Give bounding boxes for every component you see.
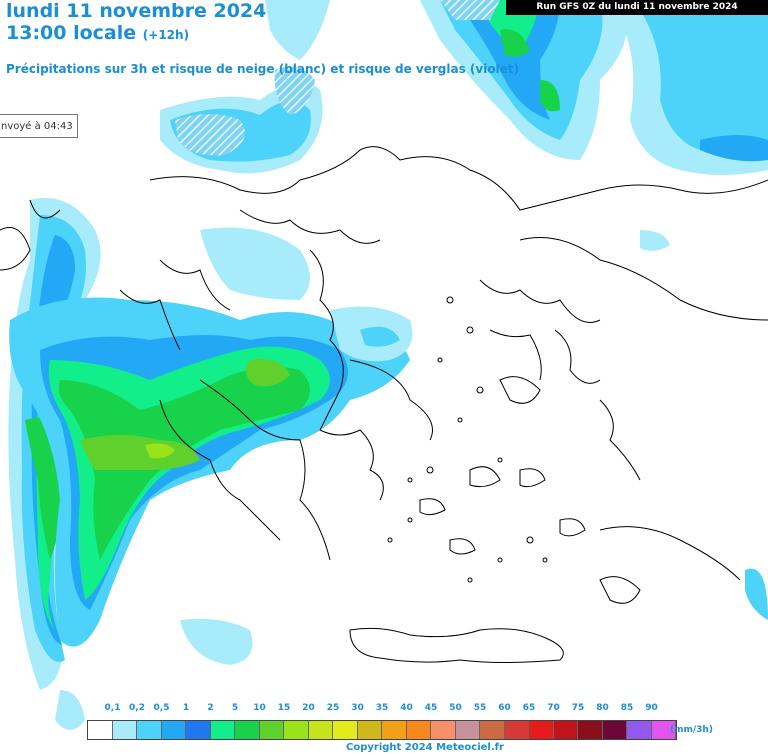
copyright: Copyright 2024 Meteociel.fr xyxy=(346,742,504,753)
legend-label: 90 xyxy=(645,703,658,713)
precip-field-ionian xyxy=(9,297,411,647)
legend-label: 70 xyxy=(547,703,560,713)
legend-label: 10 xyxy=(253,703,266,713)
legend-swatch xyxy=(455,721,480,739)
legend-swatch xyxy=(529,721,554,739)
legend-label: 20 xyxy=(302,703,315,713)
legend-swatch xyxy=(333,721,358,739)
legend-unit: (mm/3h) xyxy=(670,725,713,735)
legend-label: 1 xyxy=(182,703,190,713)
legend-label: 85 xyxy=(620,703,634,713)
legend-swatch xyxy=(161,721,186,739)
legend-label: 2 xyxy=(207,703,214,713)
legend-label: 0,2 xyxy=(129,703,145,713)
legend-swatch xyxy=(431,721,456,739)
precip-field-aegean xyxy=(55,306,413,730)
legend-labels: 0,1 0,2 0,5 1 2 5 10 15 20 25 30 35 40 45 50 55 60 65 70 75… xyxy=(0,703,768,717)
islands xyxy=(387,296,548,583)
time-title: 13:00 locale (+12h) xyxy=(6,22,189,44)
legend-swatch xyxy=(357,721,382,739)
legend-label: 15 xyxy=(277,703,291,713)
precip-field-east xyxy=(620,0,768,620)
legend-swatch xyxy=(284,721,309,739)
legend-swatch xyxy=(259,721,284,739)
legend-swatch xyxy=(235,721,260,739)
legend-label: 5 xyxy=(231,703,239,713)
legend-label: 0,5 xyxy=(153,703,170,713)
legend-label: 30 xyxy=(351,703,364,713)
legend-label: 0,1 xyxy=(104,703,121,713)
legend-label: 35 xyxy=(375,703,389,713)
legend-swatch xyxy=(480,721,505,739)
date-title: lundi 11 novembre 2024 xyxy=(6,0,267,22)
map-description: Précipitations sur 3h et risque de neige… xyxy=(6,62,520,76)
legend-label: 55 xyxy=(473,703,487,713)
sent-time-tooltip: nvoyé à 04:43 xyxy=(0,114,78,138)
legend-swatch xyxy=(578,721,603,739)
legend-label: 65 xyxy=(522,703,536,713)
legend-swatch xyxy=(186,721,211,739)
legend-label: 75 xyxy=(571,703,585,713)
legend-swatch xyxy=(651,721,676,739)
legend-swatch xyxy=(602,721,627,739)
legend-label: 60 xyxy=(498,703,511,713)
legend-swatch xyxy=(210,721,235,739)
legend-swatch xyxy=(627,721,652,739)
legend-swatch xyxy=(553,721,578,739)
offset-label: (+12h) xyxy=(142,28,190,42)
legend-swatch xyxy=(112,721,137,739)
legend-color-scale xyxy=(87,720,677,740)
legend-swatch xyxy=(504,721,529,739)
legend-label: 40 xyxy=(400,703,413,713)
time-label: 13:00 locale xyxy=(6,22,137,44)
legend-label: 25 xyxy=(326,703,340,713)
legend-swatch xyxy=(137,721,162,739)
run-info-banner: Run GFS 0Z du lundi 11 novembre 2024 xyxy=(506,0,768,15)
precip-field-northeast xyxy=(420,0,627,160)
legend-swatch xyxy=(382,721,407,739)
coastlines xyxy=(0,146,768,663)
legend-label: 45 xyxy=(424,703,438,713)
legend-swatch xyxy=(406,721,431,739)
legend-swatch xyxy=(88,721,113,739)
precip-field-north xyxy=(160,0,330,300)
legend-label: 50 xyxy=(449,703,462,713)
legend-swatch xyxy=(308,721,333,739)
legend-label: 80 xyxy=(596,703,609,713)
